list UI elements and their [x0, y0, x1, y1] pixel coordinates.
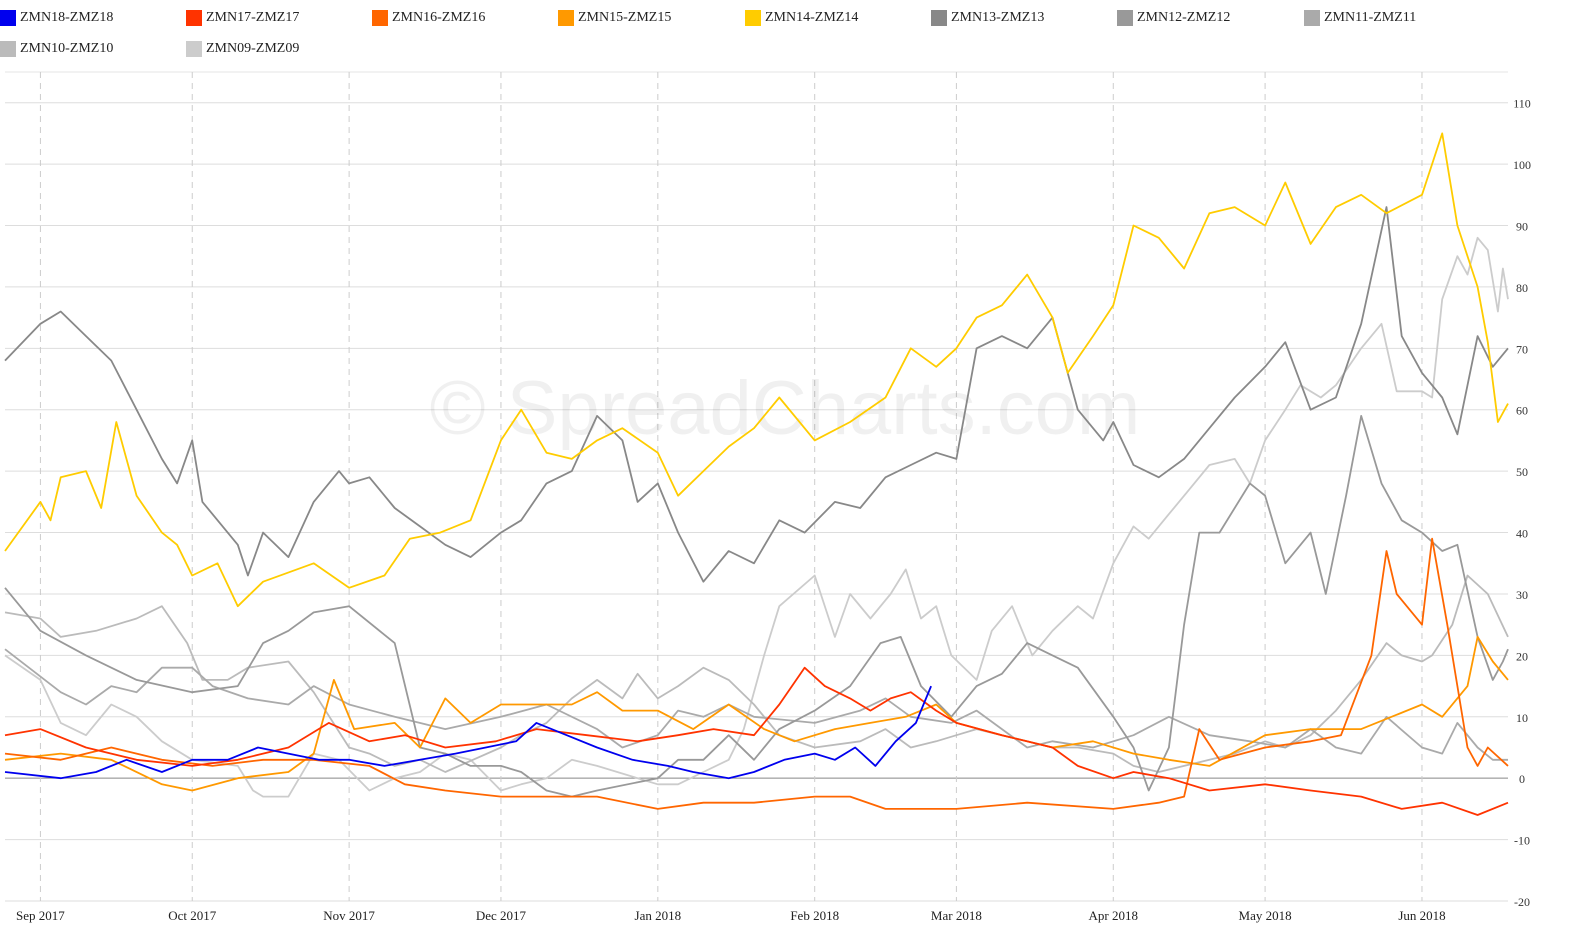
legend-label: ZMN15-ZMZ15: [578, 10, 672, 25]
y-tick-label: 70: [1516, 342, 1528, 356]
legend-label: ZMN14-ZMZ14: [765, 10, 859, 25]
y-tick-label: 40: [1516, 527, 1528, 541]
legend-item-zmn15-zmz15[interactable]: ZMN15-ZMZ15: [558, 10, 671, 26]
legend-swatch: [0, 41, 16, 57]
legend-item-zmn17-zmz17[interactable]: ZMN17-ZMZ17: [186, 10, 299, 26]
legend: ZMN18-ZMZ18 ZMN17-ZMZ17 ZMN16-ZMZ16 ZMN15-Z…: [0, 0, 1570, 70]
grid-layer: [5, 71, 1508, 902]
axes-layer: -20 -10 0 10 20 30 40 50 60 70 80 90 100 110 Sep 2017 O…: [16, 97, 1531, 923]
series-layer: [4, 132, 1509, 816]
y-tick-label: 30: [1516, 588, 1528, 602]
y-tick-label: 90: [1516, 220, 1528, 234]
legend-swatch: [186, 10, 202, 26]
legend-item-zmn10-zmz10[interactable]: ZMN10-ZMZ10: [0, 41, 113, 57]
legend-label: ZMN09-ZMZ09: [206, 41, 300, 56]
y-tick-label: 50: [1516, 465, 1528, 479]
x-tick-label: May 2018: [1239, 908, 1292, 923]
series-line-zmn14-zmz14: [4, 132, 1509, 608]
y-tick-label: 10: [1516, 711, 1528, 725]
x-tick-label: Feb 2018: [790, 908, 839, 923]
series-line-zmn18-zmz18: [4, 685, 932, 780]
x-tick-label: Oct 2017: [168, 908, 217, 923]
legend-item-zmn16-zmz16[interactable]: ZMN16-ZMZ16: [372, 10, 485, 26]
series-line-zmn17-zmz17: [4, 666, 1509, 816]
y-tick-label: 110: [1513, 97, 1531, 111]
legend-swatch: [372, 10, 388, 26]
y-tick-label: 0: [1519, 772, 1525, 786]
series-line-zmn15-zmz15: [4, 636, 1509, 792]
legend-item-zmn14-zmz14[interactable]: ZMN14-ZMZ14: [745, 10, 858, 26]
series-line-zmn11-zmz11: [4, 648, 1508, 761]
legend-item-zmn18-zmz18[interactable]: ZMN18-ZMZ18: [0, 10, 113, 26]
y-tick-label: 100: [1513, 158, 1531, 172]
x-tick-label: Dec 2017: [476, 908, 527, 923]
legend-swatch: [745, 10, 761, 26]
series-line-zmn10-zmz10: [4, 574, 1509, 773]
legend-swatch: [1117, 10, 1133, 26]
legend-item-zmn11-zmz11[interactable]: ZMN11-ZMZ11: [1304, 10, 1416, 26]
series-line-zmn13-zmz13: [4, 206, 1509, 583]
legend-label: ZMN17-ZMZ17: [206, 10, 300, 25]
legend-label: ZMN12-ZMZ12: [1137, 10, 1231, 25]
legend-item-zmn09-zmz09[interactable]: ZMN09-ZMZ09: [186, 41, 299, 57]
y-tick-label: -20: [1514, 895, 1530, 909]
x-tick-label: Sep 2017: [16, 908, 65, 923]
legend-item-zmn13-zmz13[interactable]: ZMN13-ZMZ13: [931, 10, 1044, 26]
y-tick-label: 20: [1516, 649, 1528, 663]
legend-swatch: [558, 10, 574, 26]
x-tick-label: Mar 2018: [931, 908, 982, 923]
legend-swatch: [186, 41, 202, 57]
legend-label: ZMN10-ZMZ10: [20, 41, 114, 56]
y-tick-label: -10: [1514, 834, 1530, 848]
series-line-zmn16-zmz16: [4, 537, 1509, 810]
x-tick-label: Jun 2018: [1398, 908, 1445, 923]
y-tick-label: 80: [1516, 281, 1528, 295]
x-tick-label: Jan 2018: [635, 908, 682, 923]
legend-label: ZMN16-ZMZ16: [392, 10, 486, 25]
y-tick-label: 60: [1516, 404, 1528, 418]
watermark-text: © SpreadCharts.com: [430, 366, 1141, 451]
legend-swatch: [931, 10, 947, 26]
legend-label: ZMN11-ZMZ11: [1324, 10, 1417, 25]
x-tick-label: Nov 2017: [323, 908, 375, 923]
legend-label: ZMN13-ZMZ13: [951, 10, 1045, 25]
legend-swatch: [1304, 10, 1320, 26]
x-tick-label: Apr 2018: [1089, 908, 1138, 923]
legend-item-zmn12-zmz12[interactable]: ZMN12-ZMZ12: [1117, 10, 1230, 26]
legend-label: ZMN18-ZMZ18: [20, 10, 114, 25]
legend-swatch: [0, 10, 16, 26]
series-line-zmn12-zmz12: [4, 415, 1509, 798]
series-line-zmn09-zmz09: [4, 236, 1509, 798]
